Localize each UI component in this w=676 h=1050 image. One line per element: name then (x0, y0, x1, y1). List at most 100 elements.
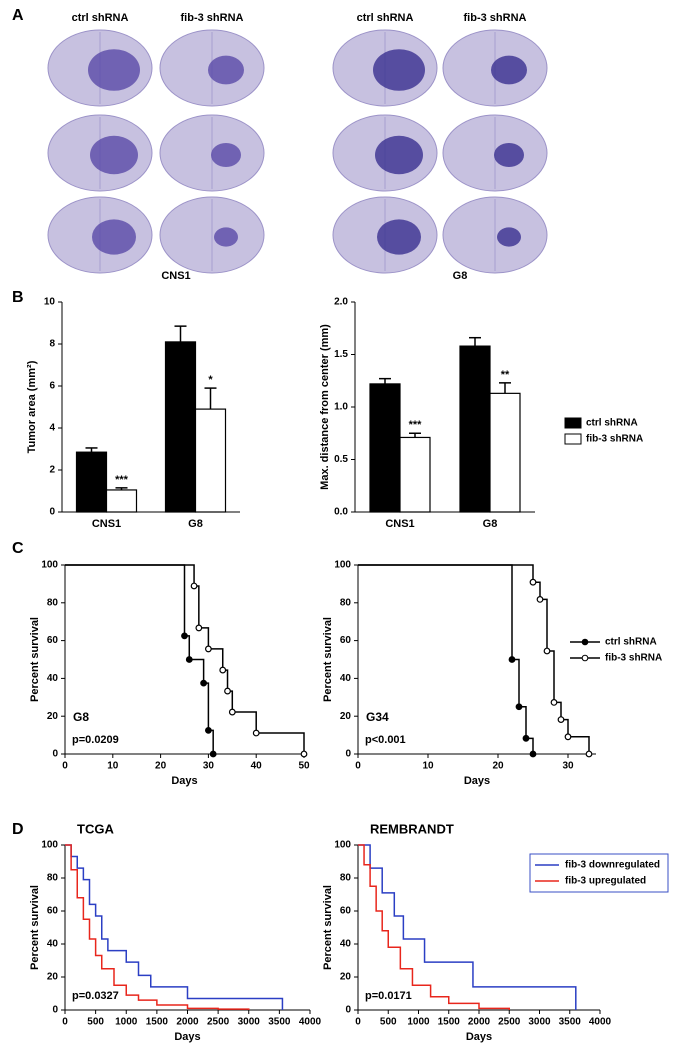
y-tick-label: 80 (340, 597, 352, 608)
y-tick-label: 100 (334, 560, 351, 571)
censor-marker (529, 578, 537, 586)
x-tick-label: 2500 (207, 1017, 230, 1028)
y-tick-label: 4 (49, 423, 55, 434)
censor-marker (300, 750, 308, 758)
y-tick-label: 60 (47, 635, 59, 646)
tumor (88, 49, 140, 91)
x-tick-label: 10 (107, 761, 119, 772)
x-tick-label: 0 (62, 1017, 68, 1028)
censor-marker (522, 734, 530, 742)
panel-label: B (12, 289, 24, 306)
chart-label: G8 (73, 710, 89, 724)
y-tick-label: 2 (49, 465, 55, 476)
survival-curve (358, 844, 577, 1010)
significance: *** (115, 474, 129, 486)
tumor (377, 219, 421, 255)
censor-marker (200, 679, 208, 687)
y-tick-label: 60 (47, 906, 59, 917)
survival-curve (358, 564, 534, 754)
censor-marker (209, 750, 217, 758)
y-tick-label: 8 (49, 339, 55, 350)
legend-marker (581, 638, 589, 646)
tumor (214, 227, 238, 247)
y-tick-label: 0 (52, 1005, 58, 1016)
y-axis-label: Percent survival (322, 885, 334, 970)
censor-marker (185, 656, 193, 663)
y-tick-label: 10 (44, 297, 56, 308)
y-tick-label: 100 (41, 840, 58, 851)
y-axis-label: Tumor area (mm²) (26, 360, 38, 453)
x-tick-label: 4000 (589, 1017, 612, 1028)
y-axis-label: Percent survival (322, 617, 334, 702)
x-axis-label: Days (464, 775, 490, 787)
x-tick-label: 500 (87, 1017, 104, 1028)
x-tick-label: 1000 (407, 1017, 430, 1028)
y-tick-label: 2.0 (334, 297, 348, 308)
x-tick-label: 0 (62, 761, 68, 772)
x-tick-label: 3000 (528, 1017, 551, 1028)
survival-curve (65, 844, 250, 1010)
bar (194, 408, 227, 513)
x-tick-label: 20 (155, 761, 167, 772)
x-tick-label: G8 (483, 518, 498, 530)
bar (75, 451, 108, 513)
panel-label: C (12, 540, 24, 557)
chart-label: G34 (366, 710, 389, 724)
x-tick-label: 2500 (498, 1017, 521, 1028)
censor-marker (252, 729, 260, 737)
x-tick-label: 30 (203, 761, 215, 772)
censor-marker (557, 716, 565, 724)
y-tick-label: 40 (340, 673, 352, 684)
tumor (497, 227, 521, 247)
tumor (491, 55, 527, 85)
y-tick-label: 20 (47, 711, 59, 722)
legend: ctrl shRNA fib-3 shRNA (564, 417, 643, 445)
x-tick-label: 30 (562, 761, 574, 772)
censor-marker (228, 708, 236, 716)
x-tick-label: 10 (422, 761, 434, 772)
y-tick-label: 0.0 (334, 507, 348, 518)
x-tick-label: 2000 (468, 1017, 491, 1028)
y-tick-label: 1.5 (334, 349, 348, 360)
x-tick-label: 50 (298, 761, 310, 772)
x-tick-label: 2000 (176, 1017, 199, 1028)
survival-curve (358, 844, 510, 1010)
x-tick-label: 500 (380, 1017, 397, 1028)
tumor (92, 219, 136, 255)
bar (105, 489, 138, 513)
column-header: fib-3 shRNA (464, 12, 527, 24)
legend-swatch (564, 417, 582, 429)
y-tick-label: 6 (49, 381, 55, 392)
survival-curve (65, 844, 284, 1010)
legend-label: fib-3 shRNA (605, 653, 662, 664)
column-header: ctrl shRNA (72, 12, 129, 24)
legend: ctrl shRNA fib-3 shRNA (570, 637, 662, 664)
tumor (373, 49, 425, 91)
legend-swatch (564, 433, 582, 445)
x-axis-label: Days (174, 1031, 200, 1043)
y-tick-label: 60 (340, 635, 352, 646)
column-header: fib-3 shRNA (181, 12, 244, 24)
legend-marker (581, 654, 589, 662)
panel-label: A (12, 7, 24, 24)
x-axis-label: Days (466, 1031, 492, 1043)
y-tick-label: 80 (47, 873, 59, 884)
legend-frame (529, 853, 669, 893)
y-axis-label: Percent survival (29, 885, 41, 970)
p-value: p<0.001 (365, 734, 406, 746)
bar (489, 392, 521, 513)
censor-marker (204, 645, 212, 653)
y-tick-label: 0 (49, 507, 55, 518)
column-header: ctrl shRNA (357, 12, 414, 24)
chart-title: REMBRANDT (370, 821, 454, 836)
censor-marker (219, 666, 227, 674)
censor-marker (585, 750, 593, 758)
legend-label: fib-3 upregulated (565, 876, 646, 887)
censor-marker (204, 726, 212, 734)
line-label: G8 (453, 270, 468, 282)
significance: *** (409, 419, 423, 431)
censor-marker (543, 647, 551, 655)
p-value: p=0.0171 (365, 990, 412, 1002)
